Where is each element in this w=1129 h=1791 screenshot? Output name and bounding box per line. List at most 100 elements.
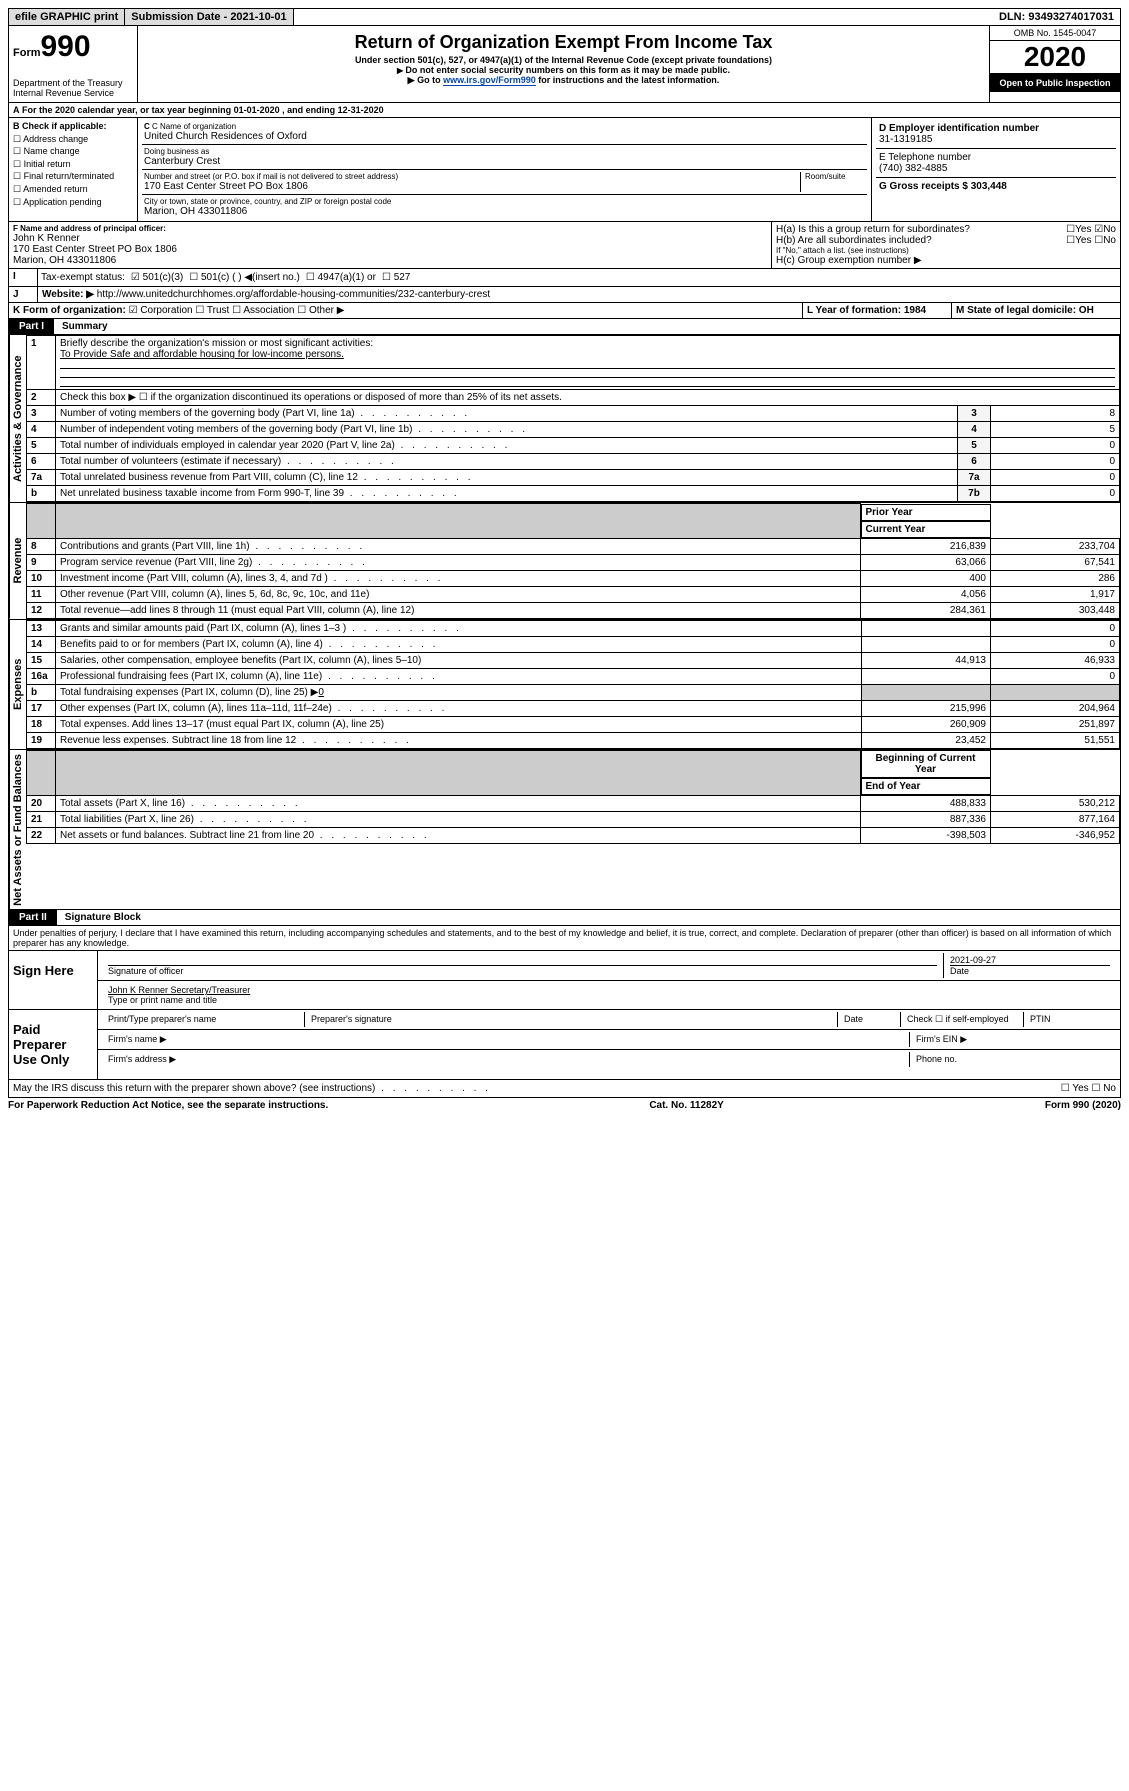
j-label: Website: ▶ <box>42 289 94 300</box>
l22: Net assets or fund balances. Subtract li… <box>56 828 861 844</box>
part1-label: Part I <box>9 319 54 334</box>
self-employed-check[interactable]: Check ☐ if self-employed <box>901 1012 1024 1027</box>
v4: 5 <box>991 422 1120 438</box>
l9: Program service revenue (Part VIII, line… <box>56 554 861 570</box>
l17: Other expenses (Part IX, column (A), lin… <box>56 700 862 716</box>
l16a: Professional fundraising fees (Part IX, … <box>56 668 862 684</box>
g-gross-receipts: G Gross receipts $ 303,448 <box>879 181 1007 192</box>
website-link[interactable]: http://www.unitedchurchhomes.org/afforda… <box>97 289 490 300</box>
l8: Contributions and grants (Part VIII, lin… <box>56 538 861 554</box>
form-title: Return of Organization Exempt From Incom… <box>142 32 985 53</box>
discuss-yes-no[interactable]: ☐ Yes ☐ No <box>1061 1083 1116 1094</box>
officer-addr1: 170 East Center Street PO Box 1806 <box>13 244 767 255</box>
cb-name-change[interactable]: ☐ Name change <box>13 145 133 158</box>
sign-here-block: Sign Here Signature of officer 2021-09-2… <box>8 951 1121 1010</box>
officer-addr2: Marion, OH 433011806 <box>13 255 767 266</box>
l7a: Total unrelated business revenue from Pa… <box>56 470 958 486</box>
prep-date-label: Date <box>838 1012 901 1027</box>
part2-header: Part II Signature Block <box>8 910 1121 926</box>
activities-governance-section: Activities & Governance 1 Briefly descri… <box>8 335 1121 503</box>
firm-name-label: Firm's name ▶ <box>102 1032 910 1047</box>
k-label: K Form of organization: <box>13 305 126 316</box>
form-prefix: Form <box>13 47 41 59</box>
ein: 31-1319185 <box>879 134 1113 145</box>
hb-note: If "No," attach a list. (see instruction… <box>776 246 1116 255</box>
room-suite: Room/suite <box>800 172 865 192</box>
tax-year-line: A For the 2020 calendar year, or tax yea… <box>9 103 1120 117</box>
l15: Salaries, other compensation, employee b… <box>56 652 862 668</box>
open-public-label: Open to Public Inspection <box>990 74 1120 92</box>
discuss-row: May the IRS discuss this return with the… <box>8 1080 1121 1098</box>
officer-name: John K Renner <box>13 233 767 244</box>
sign-here-label: Sign Here <box>9 951 98 1009</box>
cb-other[interactable]: ☐ Other ▶ <box>297 305 344 316</box>
cb-corporation[interactable]: ☑ Corporation <box>129 305 193 316</box>
name-title-label: Type or print name and title <box>108 995 217 1005</box>
efile-print-button[interactable]: efile GRAPHIC print <box>9 9 125 25</box>
cat-no: Cat. No. 11282Y <box>649 1100 723 1111</box>
k-l-m-row: K Form of organization: ☑ Corporation ☐ … <box>8 303 1121 319</box>
cb-final-return[interactable]: ☐ Final return/terminated <box>13 170 133 183</box>
perjury-statement: Under penalties of perjury, I declare th… <box>8 926 1121 951</box>
l10: Investment income (Part VIII, column (A)… <box>56 570 861 586</box>
hb-subordinates: H(b) Are all subordinates included? ☐Yes… <box>776 235 1116 246</box>
dln-label: DLN: 93493274017031 <box>993 9 1120 25</box>
form-note2: ▶ Go to www.irs.gov/Form990 for instruct… <box>142 75 985 86</box>
date-label: Date <box>950 966 969 976</box>
tax-status-row: I Tax-exempt status: ☑ 501(c)(3) ☐ 501(c… <box>8 269 1121 287</box>
cb-527[interactable]: ☐ 527 <box>382 272 410 283</box>
hc-exemption: H(c) Group exemption number ▶ <box>776 255 1116 266</box>
cb-501c[interactable]: ☐ 501(c) ( ) ◀(insert no.) <box>189 272 300 283</box>
cb-501c3[interactable]: ☑ 501(c)(3) <box>131 272 183 283</box>
v6: 0 <box>991 454 1120 470</box>
l11: Other revenue (Part VIII, column (A), li… <box>56 586 861 602</box>
submission-date-button[interactable]: Submission Date - 2021-10-01 <box>125 9 293 25</box>
hdr-current: Current Year <box>861 521 991 538</box>
l13: Grants and similar amounts paid (Part IX… <box>56 620 862 636</box>
m-state-domicile: M State of legal domicile: OH <box>952 303 1120 318</box>
cb-application[interactable]: ☐ Application pending <box>13 196 133 209</box>
cb-association[interactable]: ☐ Association <box>232 305 294 316</box>
cb-4947[interactable]: ☐ 4947(a)(1) or <box>306 272 376 283</box>
irs-link[interactable]: www.irs.gov/Form990 <box>443 75 536 86</box>
form-subtitle: Under section 501(c), 527, or 4947(a)(1)… <box>142 55 985 65</box>
right-info-col: D Employer identification number 31-1319… <box>872 118 1120 221</box>
cb-address-change[interactable]: ☐ Address change <box>13 133 133 146</box>
l4: Number of independent voting members of … <box>56 422 958 438</box>
irs-label: Internal Revenue Service <box>13 88 133 98</box>
sig-date-value: 2021-09-27 <box>950 955 996 965</box>
omb-number: OMB No. 1545-0047 <box>990 26 1120 41</box>
addr-label: Number and street (or P.O. box if mail i… <box>144 172 800 181</box>
f-label: F Name and address of principal officer: <box>13 224 767 233</box>
v7b: 0 <box>991 486 1120 502</box>
part2-title: Signature Block <box>57 910 149 925</box>
net-assets-section: Net Assets or Fund Balances Beginning of… <box>8 750 1121 911</box>
form-number: Form990 <box>13 30 133 64</box>
paid-preparer-block: Paid Preparer Use Only Print/Type prepar… <box>8 1010 1121 1080</box>
l19: Revenue less expenses. Subtract line 18 … <box>56 732 862 748</box>
vtext-activities: Activities & Governance <box>9 335 26 502</box>
l2: Check this box ▶ ☐ if the organization d… <box>56 390 1120 406</box>
l20: Total assets (Part X, line 16) <box>56 796 861 812</box>
section-a-row: A For the 2020 calendar year, or tax yea… <box>8 103 1121 118</box>
paperwork-notice: For Paperwork Reduction Act Notice, see … <box>8 1100 328 1111</box>
vtext-net-assets: Net Assets or Fund Balances <box>9 750 26 910</box>
website-row: J Website: ▶ http://www.unitedchurchhome… <box>8 287 1121 303</box>
cb-initial-return[interactable]: ☐ Initial return <box>13 158 133 171</box>
d-label: D Employer identification number <box>879 123 1039 134</box>
name-address-block: C C Name of organization United Church R… <box>138 118 872 221</box>
form-header: Form990 Department of the Treasury Inter… <box>8 26 1121 103</box>
form-ref: Form 990 (2020) <box>1045 1100 1121 1111</box>
v5: 0 <box>991 438 1120 454</box>
l18: Total expenses. Add lines 13–17 (must eq… <box>56 716 862 732</box>
hdr-prior: Prior Year <box>861 504 991 521</box>
l-year-formation: L Year of formation: 1984 <box>803 303 952 318</box>
form-note1: Do not enter social security numbers on … <box>142 65 985 75</box>
cb-trust[interactable]: ☐ Trust <box>195 305 229 316</box>
paid-preparer-label: Paid Preparer Use Only <box>9 1010 98 1079</box>
cb-amended[interactable]: ☐ Amended return <box>13 183 133 196</box>
phone: (740) 382-4885 <box>879 163 1113 174</box>
l14: Benefits paid to or for members (Part IX… <box>56 636 862 652</box>
city-label: City or town, state or province, country… <box>144 197 865 206</box>
i-label: Tax-exempt status: <box>41 272 125 283</box>
